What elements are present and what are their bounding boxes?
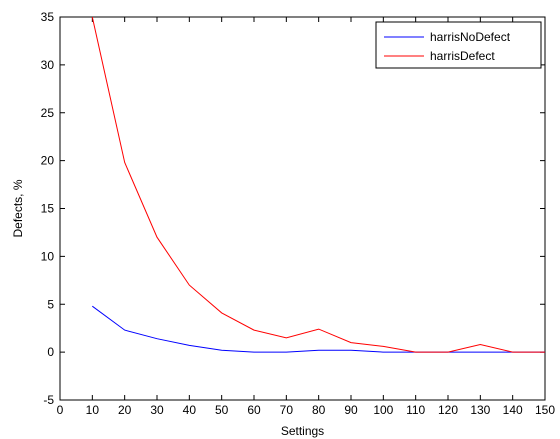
y-axis-label: Defects, %	[11, 179, 25, 237]
y-tick-label: 5	[47, 297, 54, 311]
x-axis-label: Settings	[281, 424, 324, 438]
y-tick-labels: -5 0 5 10 15 20 25 30 35	[41, 10, 55, 407]
x-tick-label: 60	[247, 403, 261, 417]
x-tick-labels: 0 10 20 30 40 50 60 70 80 90 100 110 120 130 140 150	[57, 403, 556, 417]
x-tick-label: 50	[215, 403, 229, 417]
x-tick-label: 90	[344, 403, 358, 417]
x-tick-label: 20	[118, 403, 132, 417]
x-tick-label: 40	[183, 403, 197, 417]
series-line	[92, 305, 545, 353]
x-tick-label: 110	[406, 403, 425, 417]
legend-label: harrisDefect	[430, 49, 495, 63]
tick-marks	[59, 16, 546, 401]
y-tick-label: 25	[41, 106, 55, 120]
plot-frame	[59, 16, 546, 401]
x-tick-label: 0	[57, 403, 64, 417]
y-tick-label: 10	[41, 249, 55, 263]
x-tick-label: 130	[470, 403, 490, 417]
x-tick-label: 70	[280, 403, 294, 417]
x-tick-label: 100	[373, 403, 393, 417]
legend-box	[375, 21, 542, 69]
y-tick-label: 35	[41, 10, 55, 24]
x-tick-label: 140	[503, 403, 523, 417]
y-tick-label: 20	[41, 154, 55, 168]
x-tick-label: 30	[150, 403, 164, 417]
y-tick-label: -5	[43, 393, 54, 407]
x-tick-label: 10	[86, 403, 100, 417]
x-tick-label: 80	[312, 403, 326, 417]
legend-label: harrisNoDefect	[430, 30, 511, 44]
y-tick-label: 30	[41, 58, 55, 72]
legend: harrisNoDefect harrisDefect	[375, 21, 542, 69]
series-lines	[91, 16, 545, 353]
plot-area	[59, 16, 546, 401]
x-tick-label: 150	[535, 403, 555, 417]
y-tick-label: 0	[47, 345, 54, 359]
series-line	[91, 16, 545, 353]
x-tick-label: 120	[438, 403, 458, 417]
y-tick-label: 15	[41, 202, 55, 216]
